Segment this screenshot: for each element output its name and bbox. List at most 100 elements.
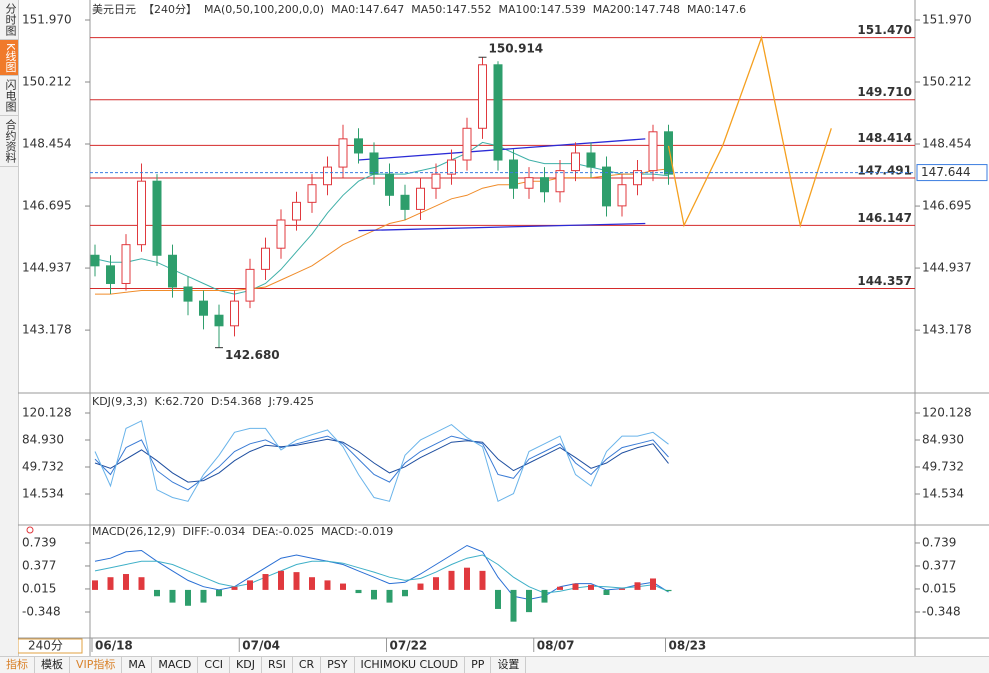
series-line <box>94 544 669 600</box>
tool-tab[interactable]: MA <box>122 657 153 673</box>
forecast-line <box>667 35 832 228</box>
candle-body <box>447 159 456 175</box>
tool-tab[interactable]: 设置 <box>491 657 527 673</box>
candle-body <box>493 64 503 161</box>
candle-body <box>307 184 317 203</box>
legend-item: MACD(26,12,9) <box>92 525 176 538</box>
y-tick-label: 144.937 <box>22 261 72 275</box>
candle-body <box>106 265 115 284</box>
x-tick-label: 06/18 <box>95 639 133 653</box>
x-tick-label: 07/04 <box>242 639 280 653</box>
macd-bar <box>216 589 222 597</box>
macd-bar <box>355 589 362 594</box>
y-tick-label: 0.739 <box>922 535 956 549</box>
macd-bar <box>231 586 238 590</box>
legend-item: D:54.368 <box>211 395 262 408</box>
macd-bar <box>541 589 548 603</box>
y-tick-label: 148.454 <box>922 137 972 151</box>
candle-body <box>292 201 301 221</box>
y-tick-label: 146.695 <box>22 199 72 213</box>
legend-item: MA200:147.748 <box>593 3 680 16</box>
tool-tab[interactable]: 指标 <box>0 657 35 673</box>
macd-bar <box>526 589 532 613</box>
tool-tab[interactable]: ICHIMOKU CLOUD <box>355 657 466 673</box>
y-tick-label: 0.015 <box>922 581 956 595</box>
candle-body <box>633 170 642 186</box>
candle-body <box>369 152 379 175</box>
y-tick-label: 49.732 <box>22 459 64 473</box>
level-label: 146.147 <box>857 211 912 225</box>
tool-tab[interactable]: VIP指标 <box>70 657 123 673</box>
candle-body <box>168 254 177 288</box>
tool-tab[interactable]: CR <box>293 657 322 673</box>
macd-bar <box>138 577 145 590</box>
macd-bar <box>309 577 315 590</box>
macd-bar <box>495 589 501 609</box>
y-tick-label: 143.178 <box>922 323 972 337</box>
candle-body <box>555 170 565 193</box>
y-tick-label: 0.015 <box>22 581 56 595</box>
candle-body <box>121 244 131 284</box>
tool-tab[interactable]: KDJ <box>230 657 262 673</box>
macd-bar <box>92 580 98 590</box>
macd-bar <box>464 567 470 590</box>
candle-body <box>183 286 193 302</box>
macd-bar <box>247 580 253 590</box>
macd-bar <box>557 586 563 590</box>
macd-bar <box>107 577 114 590</box>
y-tick-label: 151.970 <box>22 12 72 26</box>
tab[interactable]: K线图 <box>0 40 18 77</box>
trend-line <box>358 222 646 232</box>
y-tick-label: 49.732 <box>922 459 964 473</box>
y-tick-label: 151.970 <box>922 12 972 26</box>
y-tick-label: 0.739 <box>22 535 56 549</box>
tool-tab[interactable]: MACD <box>152 657 199 673</box>
candle-body <box>664 131 673 175</box>
legend-item: J:79.425 <box>268 395 314 408</box>
series-line <box>94 420 669 503</box>
macd-bar <box>572 583 579 590</box>
candle-body <box>385 173 394 196</box>
tab[interactable]: 分时图 <box>0 0 18 40</box>
candle-body <box>509 159 518 189</box>
tab[interactable]: 闪电图 <box>0 76 18 117</box>
settings-icon <box>26 526 34 534</box>
period-box-label: 240分 <box>28 639 63 653</box>
legend-item: K:62.720 <box>155 395 204 408</box>
y-tick-label: 146.695 <box>922 199 972 213</box>
legend-item: 美元日元 <box>92 3 136 16</box>
macd-bar <box>665 589 672 592</box>
legend-item: MA0:147.6 <box>687 3 746 16</box>
series-line <box>95 168 669 295</box>
level-label: 144.357 <box>857 274 912 288</box>
macd-bar <box>510 589 517 622</box>
macd-bar <box>448 570 455 590</box>
candle-body <box>478 64 487 129</box>
candle-body <box>648 131 658 172</box>
y-tick-label: -0.348 <box>22 605 61 619</box>
candle-body <box>323 166 332 186</box>
macd-bar <box>293 572 300 590</box>
tool-tab[interactable]: CCI <box>198 657 231 673</box>
candle-body <box>571 152 580 172</box>
macd-bar <box>433 577 439 590</box>
legend-item: MA(0,50,100,200,0,0) <box>204 3 324 16</box>
candle-body <box>617 184 627 207</box>
tool-tab[interactable]: RSI <box>262 657 293 673</box>
y-tick-label: 120.128 <box>22 405 72 419</box>
macd-bar <box>603 589 610 595</box>
tool-tab[interactable]: PSY <box>321 657 355 673</box>
macd-bar <box>588 584 594 590</box>
legend-item: MA0:147.647 <box>331 3 404 16</box>
y-tick-label: 0.377 <box>922 558 956 572</box>
candle-body <box>602 166 611 207</box>
macd-bar <box>386 589 393 603</box>
legend-item: 【240分】 <box>143 3 197 16</box>
tool-tab[interactable]: PP <box>465 657 492 673</box>
y-tick-label: 14.534 <box>22 486 64 500</box>
tab[interactable]: 合约资料 <box>0 116 18 168</box>
level-label: 149.710 <box>857 85 912 99</box>
tool-tab[interactable]: 模板 <box>35 657 70 673</box>
y-tick-label: 143.178 <box>22 323 72 337</box>
